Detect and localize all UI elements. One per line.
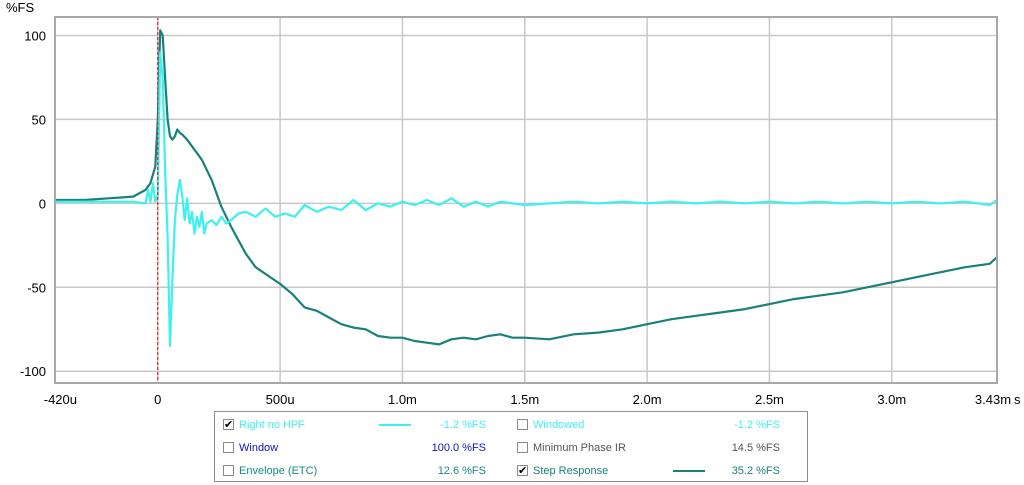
x-tick-label: 500u <box>266 392 295 407</box>
windowed-checkbox[interactable] <box>517 419 528 430</box>
legend-label: Step Response <box>533 465 609 477</box>
x-tick-label: 1.0m <box>388 392 417 407</box>
y-tick-label: 100 <box>24 28 46 43</box>
x-tick-label: 3.0m <box>877 392 906 407</box>
legend-value: 14.5 %FS <box>731 442 780 454</box>
legend-panel: ✔ Right no HPF -1.2 %FS Windowed -1.2 %FS Win… <box>214 411 808 482</box>
y-tick-label: -50 <box>27 280 46 295</box>
legend-label: Minimum Phase IR <box>533 442 626 454</box>
x-axis-unit: s <box>1014 392 1021 407</box>
x-tick-label: -420u <box>44 392 77 407</box>
y-axis-ticks: 100 50 0 -50 -100 <box>20 28 46 379</box>
x-tick-label: 1.5m <box>510 392 539 407</box>
legend-item-minimum-phase-ir: Minimum Phase IR 14.5 %FS <box>517 440 797 456</box>
window-checkbox[interactable] <box>223 442 234 453</box>
legend-label: Right no HPF <box>239 419 306 431</box>
legend-swatch <box>673 470 705 472</box>
x-tick-label: 3.43m <box>975 392 1011 407</box>
impulse-chart[interactable]: -420u 0 500u 1.0m 1.5m 2.0m 2.5m 3.0m 3.43m 100 5… <box>0 0 1024 408</box>
y-axis-unit: %FS <box>6 0 35 15</box>
y-tick-label: 0 <box>39 196 46 211</box>
series-step-response <box>55 29 998 346</box>
series-group <box>55 29 998 348</box>
legend-value: 35.2 %FS <box>731 465 780 477</box>
legend-label: Window <box>239 442 279 454</box>
legend-value: 12.6 %FS <box>437 465 486 477</box>
legend-item-envelope-etc: Envelope (ETC) 12.6 %FS <box>223 463 503 479</box>
y-tick-label: 50 <box>32 112 46 127</box>
step-response-checkbox[interactable]: ✔ <box>517 464 528 477</box>
minimum-phase-ir-checkbox[interactable] <box>517 442 528 453</box>
legend-item-right-no-hpf: ✔ Right no HPF -1.2 %FS <box>223 417 503 433</box>
legend-value: -1.2 %FS <box>440 419 486 431</box>
x-tick-label: 2.5m <box>755 392 784 407</box>
legend-label: Windowed <box>533 419 585 431</box>
x-tick-label: 2.0m <box>633 392 662 407</box>
x-tick-label: 0 <box>154 392 161 407</box>
plot-frame <box>54 16 998 384</box>
legend-item-window: Window 100.0 %FS <box>223 440 503 456</box>
legend-item-step-response: ✔ Step Response 35.2 %FS <box>517 463 797 479</box>
legend-swatch <box>379 424 411 426</box>
envelope-etc-checkbox[interactable] <box>223 465 234 476</box>
right-no-hpf-checkbox[interactable]: ✔ <box>223 418 234 431</box>
legend-label: Envelope (ETC) <box>239 465 318 477</box>
series-right-no-hpf <box>55 51 998 348</box>
x-axis-ticks: -420u 0 500u 1.0m 1.5m 2.0m 2.5m 3.0m 3.43m <box>44 392 1011 407</box>
legend-value: 100.0 %FS <box>431 442 486 454</box>
legend-item-windowed: Windowed -1.2 %FS <box>517 417 797 433</box>
y-tick-label: -100 <box>20 364 46 379</box>
grid <box>55 17 997 383</box>
legend-value: -1.2 %FS <box>734 419 780 431</box>
